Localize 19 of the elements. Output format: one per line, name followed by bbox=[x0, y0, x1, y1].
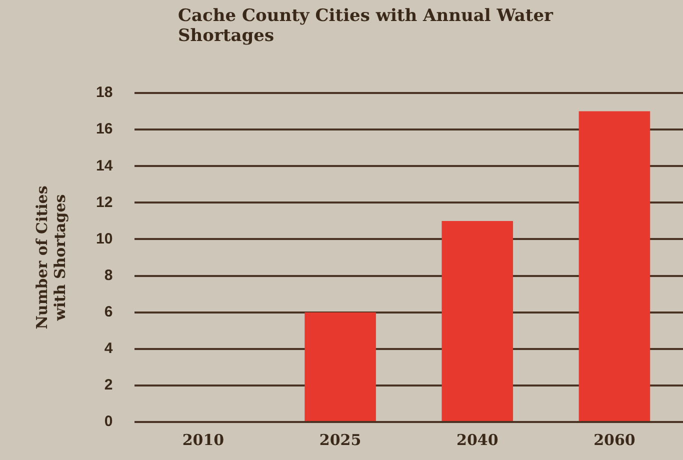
y-tick-label: 12 bbox=[96, 194, 113, 211]
bar bbox=[304, 312, 376, 421]
y-tick-label: 18 bbox=[96, 84, 113, 102]
y-tick-label: 16 bbox=[96, 120, 113, 138]
y-tick-label: 10 bbox=[96, 230, 113, 248]
x-tick-label: 2025 bbox=[319, 430, 362, 449]
y-tick-label: 8 bbox=[104, 266, 113, 284]
y-axis-title: Number of Cities with Shortages bbox=[32, 186, 69, 330]
bar bbox=[578, 111, 650, 421]
y-tick-label: 6 bbox=[104, 303, 113, 320]
x-tick-label: 2010 bbox=[182, 430, 224, 449]
bar bbox=[442, 220, 514, 421]
x-tick-label: 2060 bbox=[594, 430, 636, 449]
y-tick-label: 14 bbox=[96, 157, 114, 174]
x-tick-label: 2040 bbox=[456, 430, 498, 449]
y-tick-label: 4 bbox=[104, 340, 114, 358]
chart-title: Cache County Cities with Annual Water Shortages bbox=[178, 6, 554, 46]
y-tick-label: 0 bbox=[104, 413, 113, 430]
y-tick-label: 2 bbox=[104, 376, 113, 394]
